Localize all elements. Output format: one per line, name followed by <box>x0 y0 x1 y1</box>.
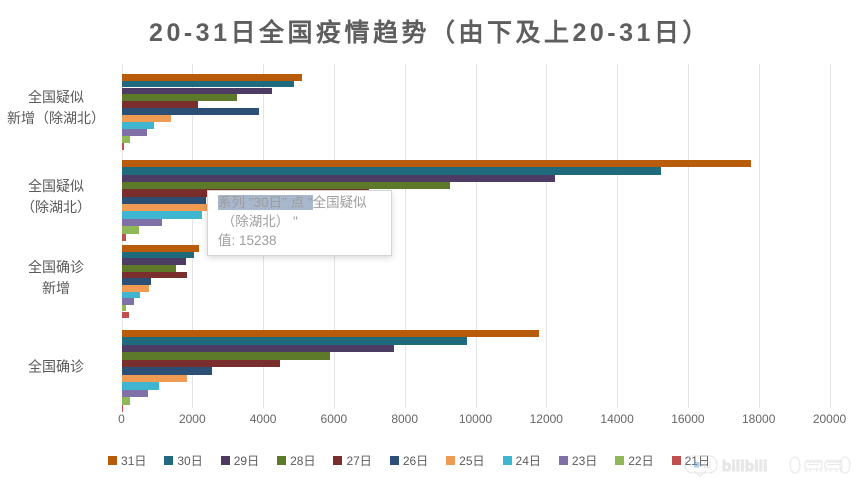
svg-text:bilibili: bilibili <box>722 458 768 475</box>
